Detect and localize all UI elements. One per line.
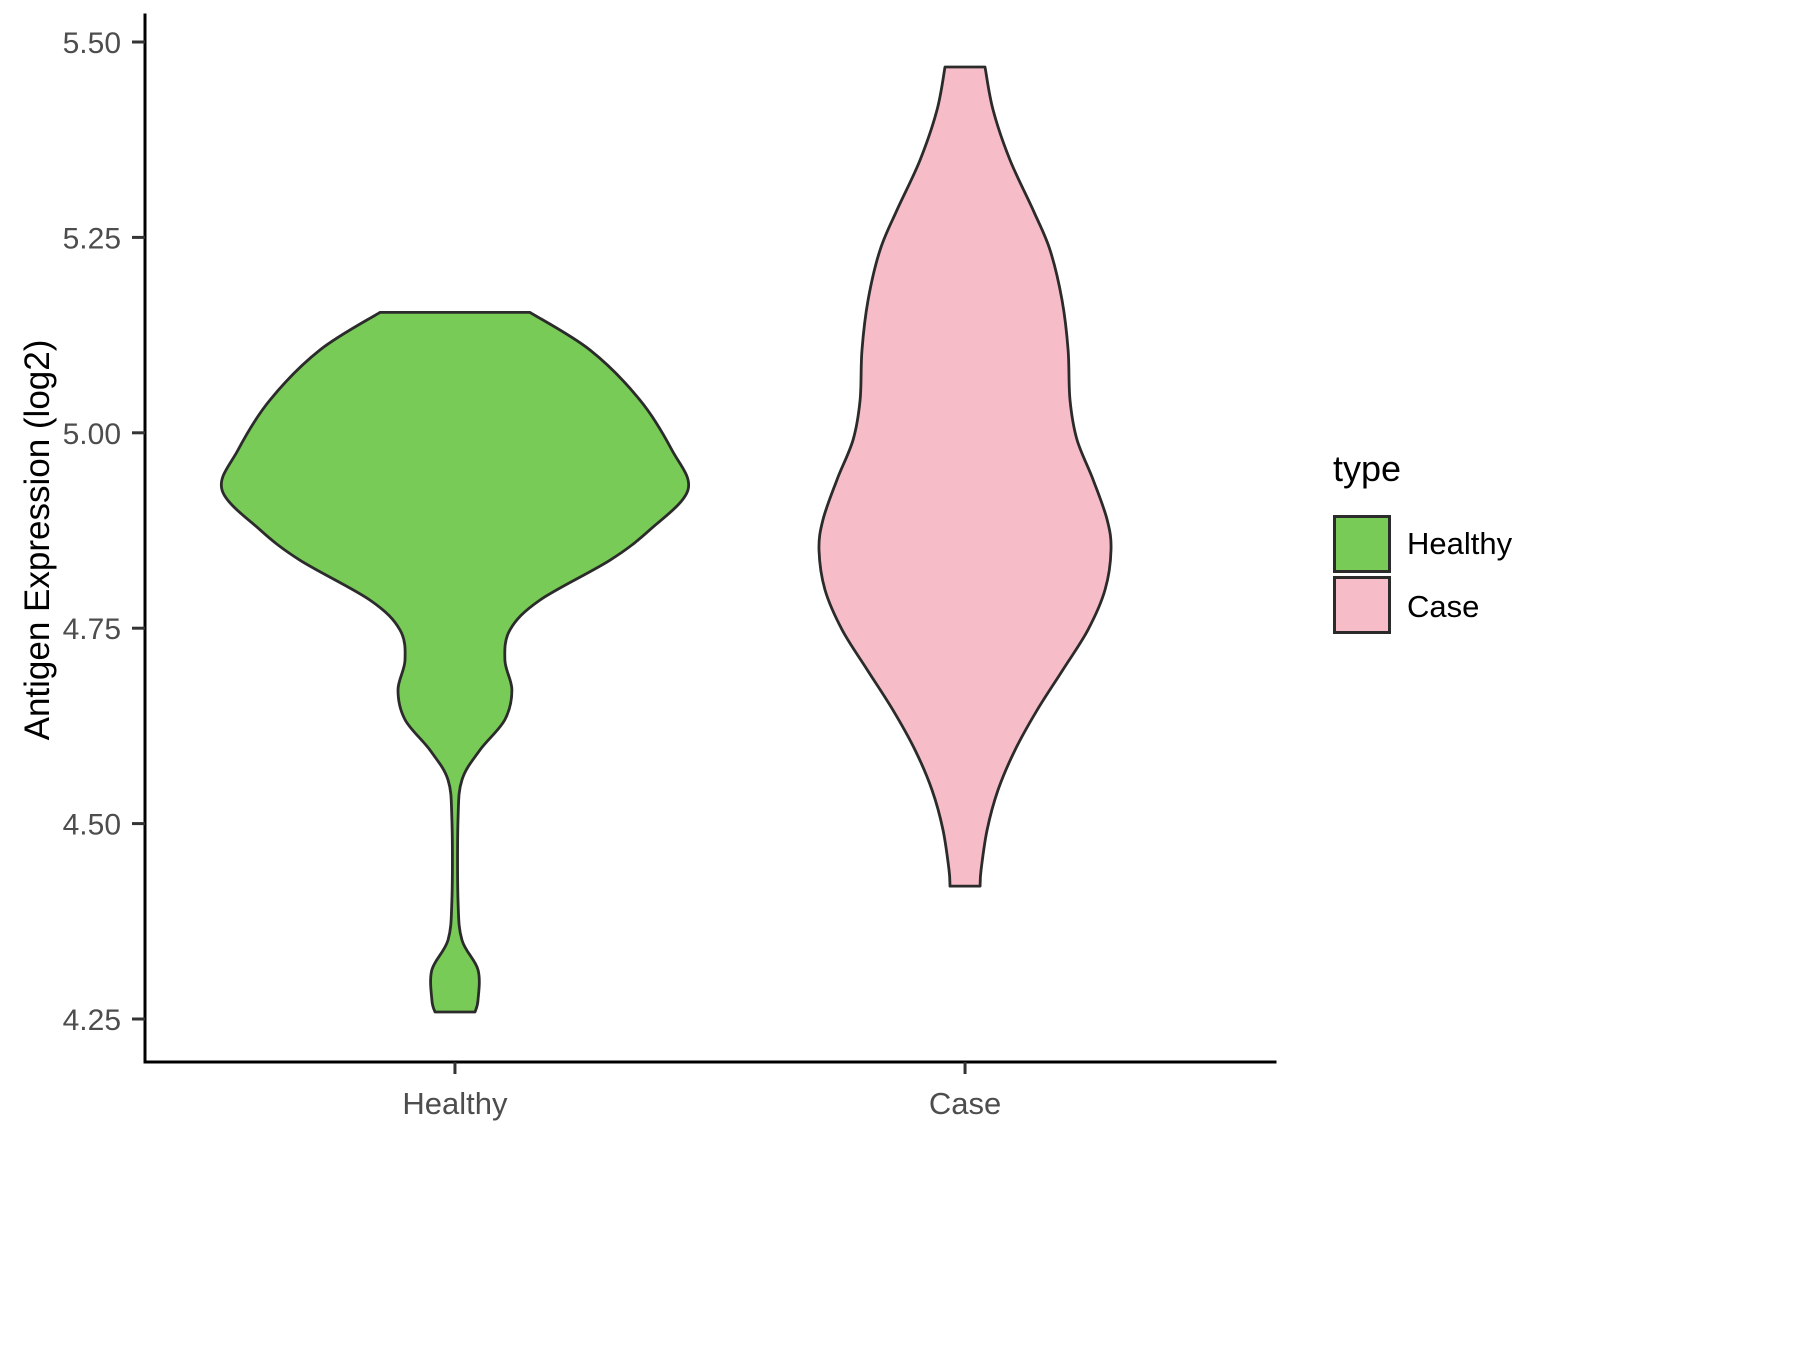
legend: type Healthy Case (1333, 448, 1512, 638)
violin-healthy (219, 311, 691, 1014)
y-tick-label: 5.50 (63, 27, 121, 60)
legend-swatch-healthy-icon (1333, 514, 1391, 573)
legend-item-case: Case (1333, 575, 1512, 638)
x-category-label: Case (929, 1086, 1001, 1121)
y-tick-label: 4.25 (63, 1004, 121, 1037)
y-tick-label: 5.00 (63, 418, 121, 451)
y-tick-label: 5.25 (63, 222, 121, 255)
legend-title: type (1333, 448, 1402, 489)
y-tick-label: 4.50 (63, 809, 121, 842)
x-category-label: Healthy (402, 1086, 508, 1121)
legend-label-case: Case (1407, 588, 1480, 624)
y-tick-label: 4.75 (63, 613, 121, 646)
legend-item-healthy: Healthy (1333, 512, 1512, 575)
legend-swatch-case-icon (1333, 576, 1391, 634)
y-axis-title: Antigen Expression (log2) (18, 339, 57, 741)
violin-case (817, 65, 1113, 888)
legend-label-healthy: Healthy (1407, 525, 1513, 561)
